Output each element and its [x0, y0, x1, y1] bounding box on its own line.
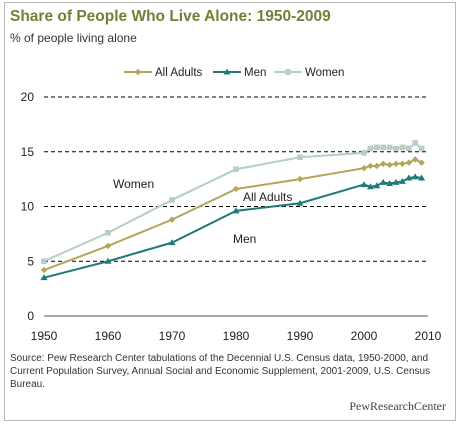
- data-point: [386, 144, 393, 151]
- data-point: [412, 140, 418, 146]
- annotation-label: Women: [113, 177, 154, 191]
- series-all-adults: [40, 156, 425, 274]
- legend-item: Women: [274, 67, 344, 79]
- x-tick-label: 1960: [95, 329, 122, 343]
- x-tick-label: 1980: [223, 329, 250, 343]
- data-point: [285, 69, 291, 75]
- data-point: [233, 166, 239, 173]
- data-point: [406, 145, 412, 152]
- data-point: [360, 164, 368, 172]
- x-tick-label: 2000: [351, 329, 378, 343]
- data-point: [418, 145, 425, 152]
- brand-logo: PewResearchCenter: [349, 399, 446, 413]
- data-point: [40, 266, 48, 274]
- data-point: [399, 160, 406, 167]
- y-tick-label: 20: [21, 90, 35, 104]
- data-point: [405, 174, 413, 181]
- legend-label: Women: [305, 67, 344, 79]
- data-point: [104, 257, 112, 264]
- data-point: [392, 178, 400, 185]
- data-point: [386, 180, 394, 187]
- data-point: [360, 181, 368, 188]
- data-point: [40, 274, 48, 281]
- data-point: [223, 68, 231, 75]
- data-point: [134, 68, 142, 76]
- data-point: [105, 229, 111, 236]
- data-point: [232, 185, 240, 193]
- x-tick-label: 2010: [415, 329, 442, 343]
- data-point: [374, 144, 380, 151]
- data-point: [232, 207, 240, 214]
- data-point: [104, 242, 112, 250]
- chart-subtitle: % of people living alone: [10, 31, 137, 45]
- data-point: [373, 182, 381, 189]
- series-line: [43, 175, 422, 279]
- series-men: [40, 173, 426, 281]
- legend-item: All Adults: [124, 67, 203, 79]
- data-point: [405, 159, 412, 166]
- data-point: [379, 178, 387, 185]
- data-point: [297, 154, 303, 161]
- chart-title: Share of People Who Live Alone: 1950-200…: [10, 8, 331, 25]
- legend-label: Men: [244, 67, 266, 79]
- data-point: [168, 239, 176, 246]
- data-point: [386, 161, 393, 169]
- x-tick-label: 1970: [159, 329, 186, 343]
- y-tick-label: 5: [27, 254, 34, 268]
- x-tick-label: 1950: [31, 329, 58, 343]
- series-line: [43, 158, 423, 271]
- annotation-label: Men: [233, 232, 256, 246]
- legend-item: Men: [213, 67, 266, 79]
- data-point: [399, 144, 406, 151]
- series-women: [41, 140, 425, 265]
- annotation-label: All Adults: [243, 190, 292, 204]
- data-point: [398, 177, 406, 184]
- y-tick-label: 10: [21, 200, 35, 214]
- data-point: [296, 199, 304, 206]
- data-point: [367, 162, 374, 170]
- data-point: [412, 156, 419, 163]
- data-point: [411, 173, 419, 180]
- data-point: [393, 145, 399, 152]
- data-point: [168, 216, 176, 223]
- data-point: [392, 160, 400, 167]
- data-point: [380, 144, 386, 151]
- legend-label: All Adults: [155, 67, 203, 79]
- data-point: [366, 183, 374, 190]
- source-note: Source: Pew Research Center tabulations …: [10, 353, 431, 390]
- data-point: [373, 162, 380, 170]
- x-tick-label: 1990: [287, 329, 314, 343]
- y-tick-label: 0: [27, 309, 34, 323]
- data-point: [169, 197, 175, 203]
- data-point: [361, 150, 367, 156]
- data-point: [418, 174, 426, 181]
- data-point: [418, 159, 425, 166]
- y-tick-label: 15: [21, 145, 35, 159]
- data-point: [296, 175, 304, 183]
- data-point: [367, 145, 374, 152]
- data-point: [380, 160, 387, 167]
- data-point: [41, 258, 47, 265]
